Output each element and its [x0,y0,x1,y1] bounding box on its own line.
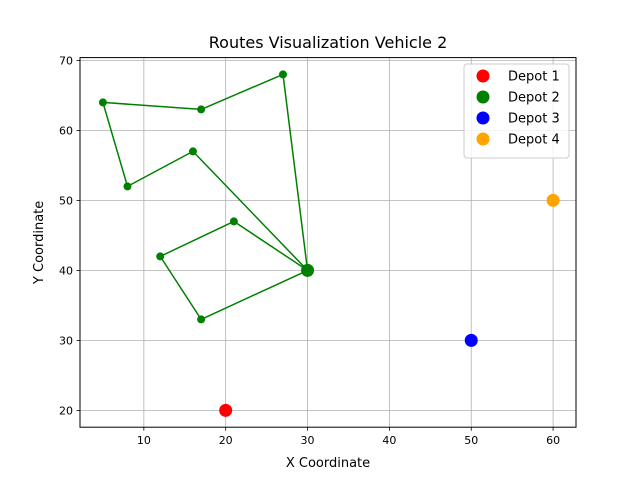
legend-marker [476,111,490,125]
route-stop-point [229,217,238,226]
legend-marker [476,132,490,146]
x-axis-label: X Coordinate [286,456,370,471]
x-axis-ticks: 10 20 30 40 50 60 [137,427,560,447]
y-tick-label: 50 [59,194,73,207]
x-tick-label: 20 [219,434,233,447]
x-tick-label: 50 [464,434,478,447]
x-tick-label: 30 [301,434,315,447]
x-tick-label: 60 [546,434,560,447]
depot-point [546,193,560,207]
route-segment [102,101,202,111]
legend-label: Depot 3 [508,112,560,127]
depot-markers [219,193,560,417]
y-tick-label: 40 [59,264,73,277]
legend-label: Depot 1 [508,70,560,85]
plot-frame [79,57,577,428]
depot-point [464,333,478,347]
x-tick-label: 40 [382,434,396,447]
route-segment [159,255,202,321]
depot-point [301,263,315,277]
route-segment [233,220,309,272]
route-stop-point [278,70,287,79]
legend-box [463,63,570,159]
legend-marker [476,69,490,83]
route-stop-point [98,98,107,107]
y-tick-label: 30 [59,334,73,347]
chart-title: Routes Visualization Vehicle 2 [209,33,448,52]
route-segment [159,220,235,258]
route-segment [282,73,309,272]
route-stop-point [156,252,165,261]
legend-label: Depot 2 [508,91,560,106]
route-segment [192,150,309,272]
route-segment [200,73,284,111]
y-axis-label: Y Coordinate [32,201,47,285]
route-lines [102,73,309,321]
x-tick-label: 10 [137,434,151,447]
y-tick-label: 60 [59,124,73,137]
route-stop-point [188,147,197,156]
route-stop-point [123,182,132,191]
route-segment [126,150,194,188]
y-axis-ticks: 20 30 40 50 60 70 [59,54,80,417]
route-stop-point [197,105,206,114]
route-stop-point [197,315,206,324]
y-tick-label: 20 [59,404,73,417]
legend-marker [476,90,490,104]
legend-label: Depot 4 [508,133,560,148]
legend: Depot 1 Depot 2 Depot 3 Depot 4 [463,63,570,159]
depot-point [219,403,233,417]
route-segment [102,101,129,188]
y-tick-label: 70 [59,54,73,67]
route-segment [200,269,309,321]
